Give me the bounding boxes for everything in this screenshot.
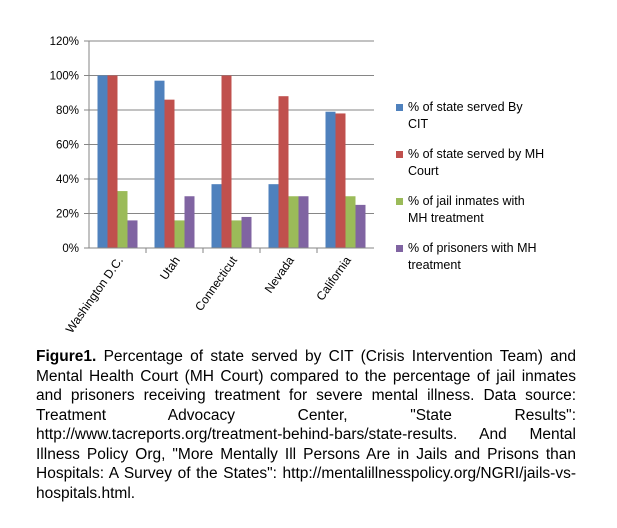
x-category-label: Nevada [262,253,297,295]
legend-entry: % of prisoners with MH treatment [408,241,537,272]
legend-entry: % of state served By CIT [408,100,523,131]
bar [335,113,346,248]
figure-label: Figure1. [36,348,97,365]
bar [231,220,242,248]
y-tick-label: 0% [62,243,79,255]
bar [325,111,336,248]
y-tick-label: 60% [56,140,79,152]
bar [164,99,175,249]
bar [345,196,356,248]
y-tick-label: 20% [56,209,79,221]
bar [211,184,222,248]
y-tick-label: 100% [50,71,79,83]
bar [298,196,309,248]
bar [184,196,195,248]
bar [174,220,185,248]
bar [355,204,366,248]
bar [241,216,252,248]
bars [97,75,366,249]
legend: % of state served By CIT % of state served… [396,100,544,272]
legend-swatch [396,104,403,111]
bar [268,184,279,248]
bar [127,220,138,248]
y-tick-label: 120% [50,36,79,48]
bar [288,196,299,248]
legend-entry: % of state served by MH Court [408,147,544,178]
figure-caption-text: Percentage of state served by CIT (Crisi… [36,348,576,502]
y-tick-label: 40% [56,174,79,186]
bar-chart: 0% 20% 40% 60% 80% 100% 120% Washington D.C. Ut… [50,36,545,336]
bar [278,96,289,248]
y-axis-tick-labels: 0% 20% 40% 60% 80% 100% 120% [50,36,79,255]
bar [107,75,118,248]
legend-swatch [396,151,403,158]
axes [84,40,374,253]
legend-entry: % of jail inmates with MH treatment [408,194,525,225]
bar [117,191,128,248]
bar [97,75,108,248]
x-axis-category-labels: Washington D.C. Utah Connecticut Nevada Cali… [63,253,354,336]
figure-caption: Figure1. Percentage of state served by C… [36,347,576,503]
legend-swatch [396,245,403,252]
bar [221,75,232,248]
x-category-label: Washington D.C. [63,254,126,336]
y-tick-label: 80% [56,105,79,117]
bar [154,80,165,248]
x-category-label: Utah [157,254,183,283]
x-category-label: Connecticut [192,253,240,313]
legend-swatch [396,198,403,205]
x-category-label: California [313,253,354,303]
